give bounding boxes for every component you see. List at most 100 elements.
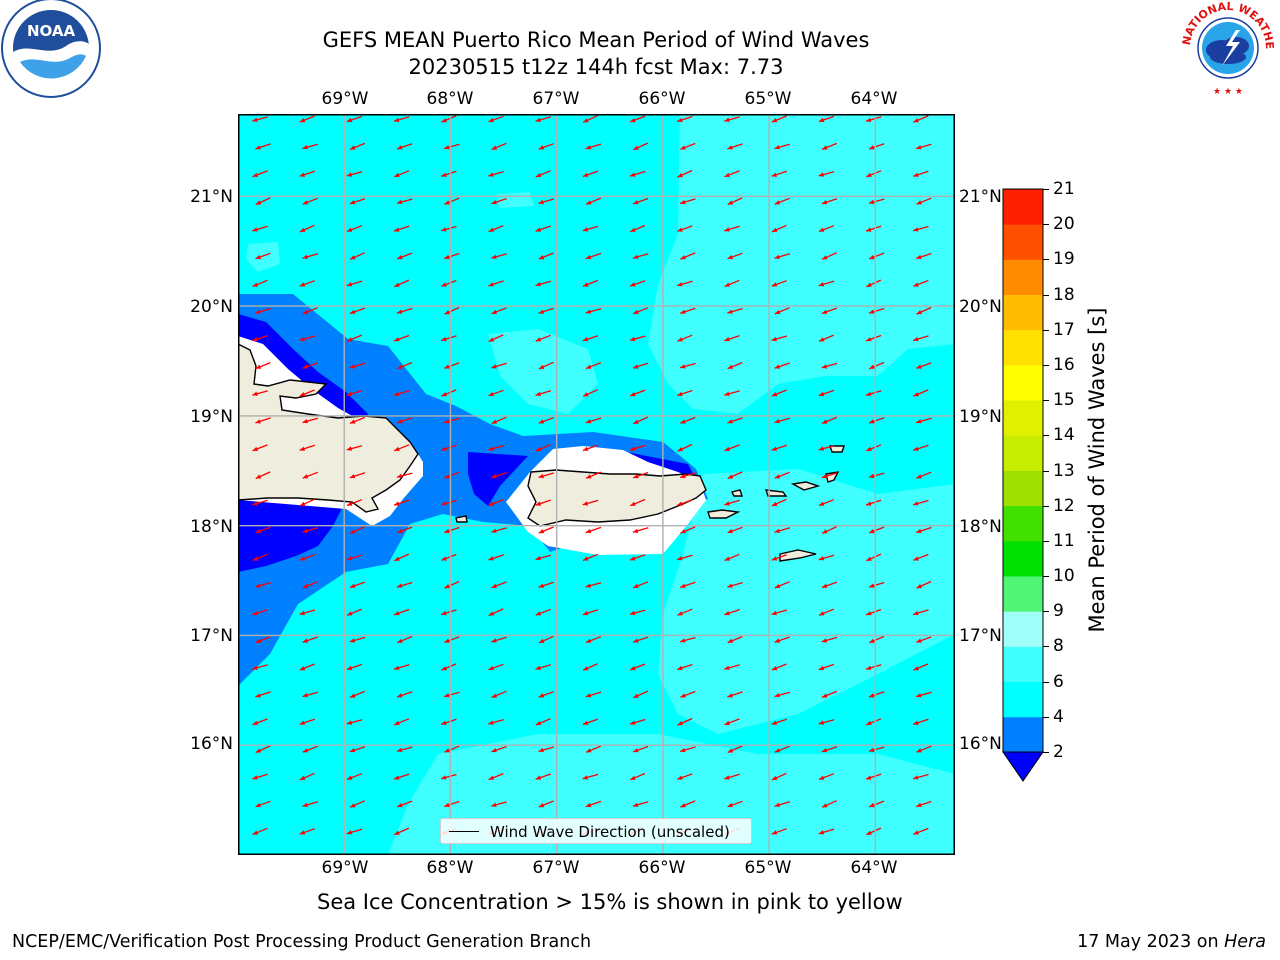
wave-direction-arrow [865,608,882,616]
sea-ice-caption: Sea Ice Concentration > 15% is shown in … [317,890,903,914]
colorbar-cell [1003,364,1043,401]
colorbar-cell [1003,435,1043,471]
wave-direction-arrow [632,471,649,479]
colorbar-tick-label: 4 [1053,706,1064,727]
lon-label-bottom-65w: 65°W [744,858,792,878]
wave-direction-arrow [821,252,837,260]
wave-direction-arrow [771,280,787,287]
wave-direction-arrow [299,663,315,671]
wave-direction-arrow [915,691,932,698]
wave-direction-arrow [488,663,504,671]
wave-direction-arrow [629,444,646,451]
noaa-logo: NOAA [1,0,101,98]
wave-direction-arrow [912,609,929,616]
wave-direction-arrow [771,115,787,123]
lat-label-right-19n: 19°N [959,407,1002,427]
colorbar-under-triangle [1002,751,1044,782]
wave-direction-arrow [818,663,835,671]
wave-direction-arrow [488,224,504,233]
wave-direction-arrow [821,307,838,315]
wave-direction-arrow [585,252,602,260]
wave-direction-arrow [629,115,646,123]
wave-direction-arrow [535,390,552,396]
wave-direction-arrow [680,690,696,698]
wave-direction-arrow [724,116,740,122]
wave-direction-arrow [912,225,929,232]
wave-direction-arrow [774,307,790,315]
wave-direction-arrow [818,608,835,616]
lon-label-top-69w: 69°W [321,89,369,109]
wave-direction-arrow [913,115,929,123]
wave-direction-arrow [535,499,552,506]
wave-direction-arrow [680,800,696,808]
wave-direction-arrow [821,636,838,643]
colorbar-cell [1003,470,1043,507]
wave-direction-arrow [252,225,268,232]
wave-direction-arrow [488,444,504,451]
wave-direction-arrow [727,143,743,150]
wave-direction-arrow [349,526,365,534]
colorbar-tick-mark [1043,716,1049,718]
wind-wave-arrows [252,115,932,836]
wave-direction-arrow [724,499,740,506]
wave-direction-arrow [255,307,271,314]
wave-direction-arrow [868,472,885,479]
wave-direction-arrow [488,389,504,397]
wave-direction-arrow [349,362,366,369]
wave-direction-arrow [255,745,271,754]
wave-direction-arrow [302,362,319,369]
wave-direction-arrow [727,691,743,698]
wave-direction-arrow [393,608,410,616]
wave-direction-arrow [440,609,457,616]
wave-direction-arrow [727,307,743,314]
wave-direction-arrow [396,143,413,150]
lon-label-bottom-66w: 66°W [638,858,686,878]
wave-direction-arrow [771,444,788,451]
wave-direction-arrow [299,444,316,451]
wave-direction-arrow [727,635,743,644]
colorbar-cell [1003,259,1043,295]
wave-direction-arrow [818,171,835,177]
wave-direction-arrow [724,279,740,288]
wave-direction-arrow [771,772,787,781]
wave-direction-arrow [393,334,410,342]
colorbar-cell [1003,189,1043,225]
wave-direction-arrow [444,580,460,589]
wave-direction-arrow [771,170,788,177]
colorbar-cell [1003,540,1043,577]
wave-direction-arrow [440,718,457,726]
legend-line-sample [449,831,479,832]
wave-direction-arrow [868,635,885,644]
wave-direction-arrow [818,719,835,725]
lat-label-left-16n: 16°N [190,734,233,754]
lat-label-left-18n: 18°N [190,517,233,537]
wave-direction-arrow [491,142,507,151]
wave-direction-arrow [774,636,791,643]
wave-direction-arrow [912,499,929,506]
wave-direction-arrow [916,636,932,643]
wave-direction-arrow [774,581,790,589]
wave-direction-arrow [535,170,551,178]
lat-label-left-21n: 21°N [190,187,233,207]
wave-direction-arrow [585,800,602,808]
colorbar-tick-mark [1043,505,1049,507]
wave-direction-arrow [916,306,932,315]
wave-direction-arrow [491,471,507,479]
wave-direction-arrow [679,307,696,315]
wave-direction-arrow [868,307,885,314]
lat-label-right-16n: 16°N [959,734,1002,754]
wave-direction-arrow [913,279,929,287]
colorbar-cell [1003,646,1043,683]
wave-direction-arrow [440,170,457,178]
wave-direction-arrow [440,773,457,780]
wave-direction-arrow [252,718,268,726]
mona-island [455,515,468,523]
lon-label-top-64w: 64°W [850,89,898,109]
wave-direction-arrow [679,581,696,589]
wave-direction-arrow [444,306,460,315]
wave-direction-arrow [633,142,649,151]
wave-direction-arrow [629,554,646,561]
wave-direction-arrow [443,526,460,534]
wave-direction-arrow [724,170,740,178]
wave-direction-arrow [727,361,743,370]
